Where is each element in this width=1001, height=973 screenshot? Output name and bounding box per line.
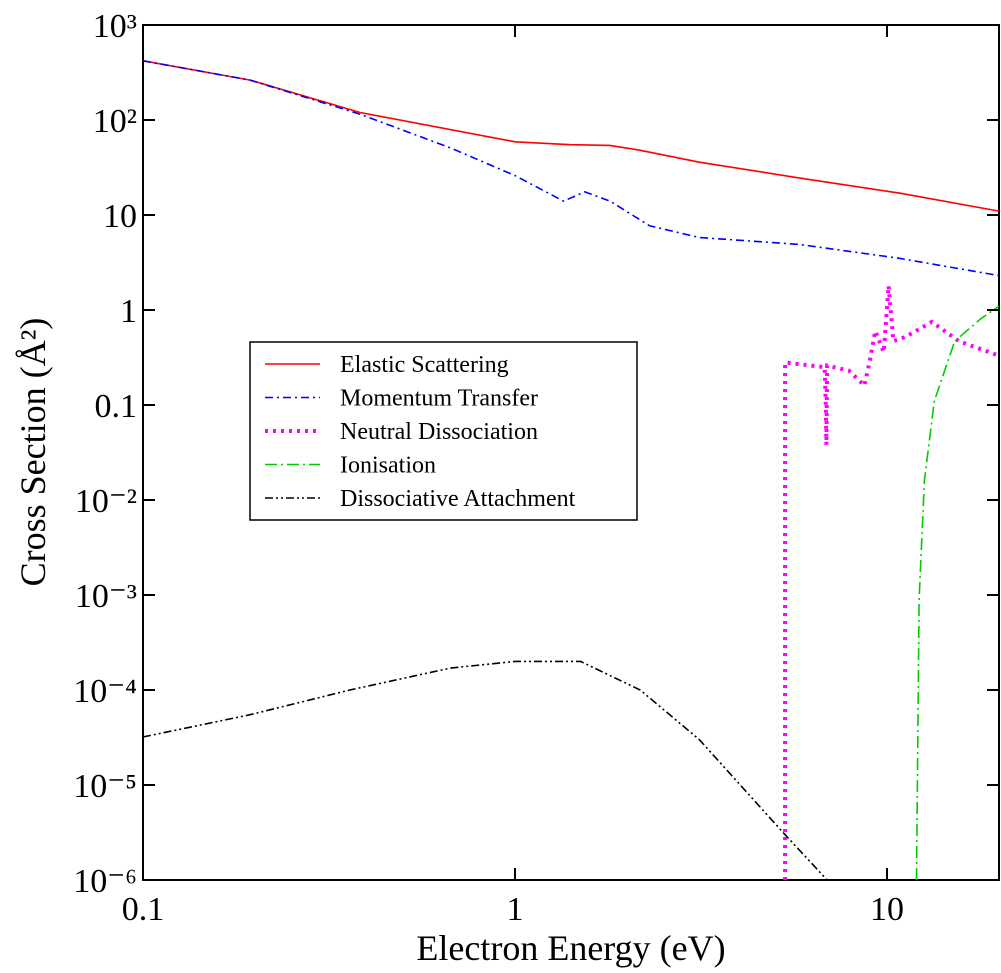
x-tick-label: 0.1	[122, 891, 165, 928]
legend: Elastic Scattering Momentum Transfer Neutr…	[249, 341, 638, 521]
x-tick-label: 1	[507, 891, 524, 928]
y-tick-label: 10⁻⁶	[73, 863, 137, 900]
series-line	[783, 285, 1000, 880]
legend-label: Dissociative Attachment	[340, 486, 576, 512]
plot-frame	[142, 24, 1000, 881]
x-axis-label: Electron Energy (eV)	[416, 928, 725, 968]
y-tick-label: 10⁻⁴	[73, 673, 137, 710]
y-tick-label: 10⁻³	[75, 578, 137, 615]
plot-area	[143, 60, 1000, 880]
series-line	[915, 305, 1000, 880]
series-line	[143, 60, 1000, 277]
legend-label: Neutral Dissociation	[340, 419, 538, 445]
series-line	[143, 660, 828, 880]
y-tick-label: 10²	[93, 103, 137, 140]
y-tick-label: 10	[103, 198, 137, 235]
legend-label: Momentum Transfer	[340, 386, 538, 412]
y-tick-label: 1	[120, 293, 137, 330]
x-tick-label: 10	[870, 891, 904, 928]
y-axis-label: Cross Section (Å²)	[13, 318, 53, 587]
legend-label: Ionisation	[340, 453, 436, 479]
y-tick-label: 10⁻²	[75, 483, 137, 520]
series-line	[143, 60, 1000, 212]
legend-label: Elastic Scattering	[340, 352, 509, 378]
y-tick-label: 10⁻⁵	[73, 768, 137, 805]
y-tick-label: 10³	[93, 8, 137, 45]
y-tick-label: 0.1	[95, 388, 138, 425]
